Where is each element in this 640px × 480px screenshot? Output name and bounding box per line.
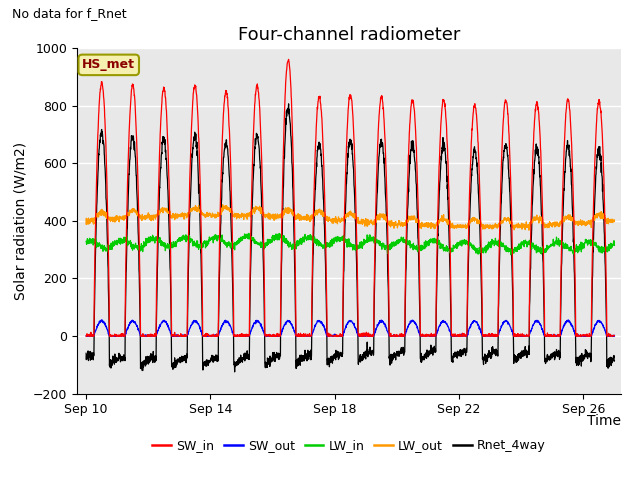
SW_out xyxy=(189,319,197,324)
Rnet_4way xyxy=(373,195,381,201)
LW_out xyxy=(373,214,381,220)
SW_out xyxy=(564,317,572,323)
SW_in xyxy=(83,333,90,339)
SW_in xyxy=(499,132,506,137)
SW_out xyxy=(611,333,618,339)
SW_in xyxy=(189,91,197,96)
LW_in xyxy=(196,243,204,249)
SW_in xyxy=(285,57,292,62)
LW_out xyxy=(83,221,90,227)
LW_out xyxy=(189,204,197,210)
SW_out xyxy=(499,322,506,327)
LW_in xyxy=(83,239,90,244)
SW_out xyxy=(196,324,204,330)
SW_out xyxy=(124,326,131,332)
Rnet_4way xyxy=(231,369,239,375)
Rnet_4way xyxy=(83,350,90,356)
SW_in xyxy=(124,178,131,184)
LW_in xyxy=(241,236,248,241)
Rnet_4way xyxy=(499,164,507,169)
LW_out xyxy=(611,217,618,223)
LW_out xyxy=(525,228,532,233)
LW_in xyxy=(373,236,381,242)
Rnet_4way xyxy=(285,101,292,107)
LW_out xyxy=(196,207,204,213)
SW_in xyxy=(241,333,248,339)
Line: SW_in: SW_in xyxy=(86,60,614,336)
Line: LW_in: LW_in xyxy=(86,233,614,255)
LW_in xyxy=(245,230,253,236)
Rnet_4way xyxy=(241,350,249,356)
LW_out xyxy=(219,202,227,208)
Text: HS_met: HS_met xyxy=(82,59,135,72)
Line: SW_out: SW_out xyxy=(86,320,614,336)
LW_in xyxy=(499,243,506,249)
Rnet_4way xyxy=(189,141,197,147)
LW_out xyxy=(499,218,506,224)
LW_in xyxy=(611,242,618,248)
Line: Rnet_4way: Rnet_4way xyxy=(86,104,614,372)
Text: Time: Time xyxy=(587,414,621,428)
SW_in xyxy=(373,169,381,175)
Rnet_4way xyxy=(196,224,204,229)
LW_out xyxy=(241,213,249,218)
LW_in xyxy=(507,252,515,258)
SW_out xyxy=(372,325,380,331)
Text: No data for f_Rnet: No data for f_Rnet xyxy=(12,7,126,20)
LW_in xyxy=(189,240,197,246)
SW_out xyxy=(83,333,90,339)
SW_in xyxy=(196,179,204,185)
Rnet_4way xyxy=(124,213,131,218)
Y-axis label: Solar radiation (W/m2): Solar radiation (W/m2) xyxy=(13,142,27,300)
SW_in xyxy=(611,333,618,338)
SW_out xyxy=(241,333,248,338)
Rnet_4way xyxy=(611,358,618,364)
Line: LW_out: LW_out xyxy=(86,205,614,230)
Title: Four-channel radiometer: Four-channel radiometer xyxy=(237,25,460,44)
LW_in xyxy=(124,238,131,243)
Legend: SW_in, SW_out, LW_in, LW_out, Rnet_4way: SW_in, SW_out, LW_in, LW_out, Rnet_4way xyxy=(147,434,550,457)
LW_out xyxy=(124,209,131,215)
